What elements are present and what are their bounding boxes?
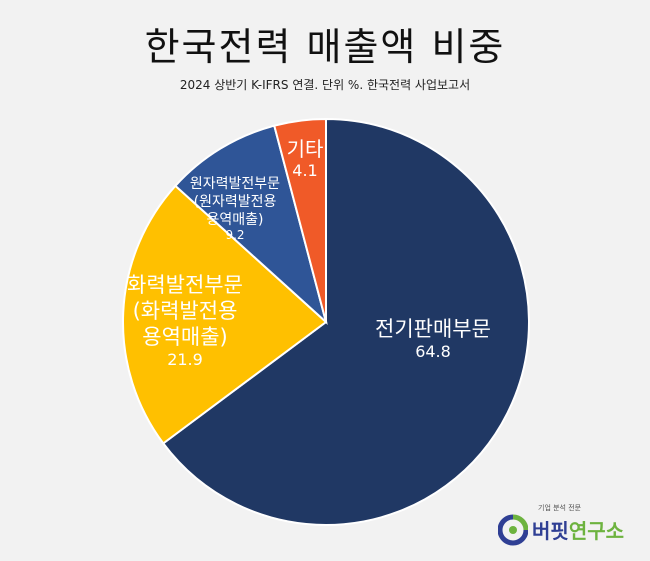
chart-subtitle: 2024 상반기 K-IFRS 연결. 단위 %. 한국전력 사업보고서 [179, 78, 471, 92]
pie-slice [273, 117, 327, 323]
slice-value-label: 64.8 [415, 342, 451, 361]
slice-label: 기타 [287, 137, 324, 161]
slice-label: 전기판매부문 [375, 317, 491, 341]
logo-tagline: 기업 분석 전문 [538, 504, 582, 512]
logo-mark-icon [498, 514, 528, 546]
pie-slice [161, 117, 530, 526]
slice-value-label: 4.1 [292, 161, 317, 180]
pie-slice [122, 184, 328, 445]
slice-value-label: 21.9 [167, 350, 203, 369]
slice-label: 원자력발전부문 (원자력발전용 용역매출) [190, 176, 280, 228]
chart-title: 한국전력 매출액 비중 [144, 25, 506, 69]
pie-slice [174, 124, 328, 325]
logo: 기업 분석 전문 버핏연구소 [498, 503, 638, 553]
logo-name: 버핏연구소 [532, 519, 625, 543]
slice-value-label: 9.2 [225, 228, 244, 242]
slice-label: 화력발전부문 (화력발전용 용역매출) [127, 273, 243, 349]
